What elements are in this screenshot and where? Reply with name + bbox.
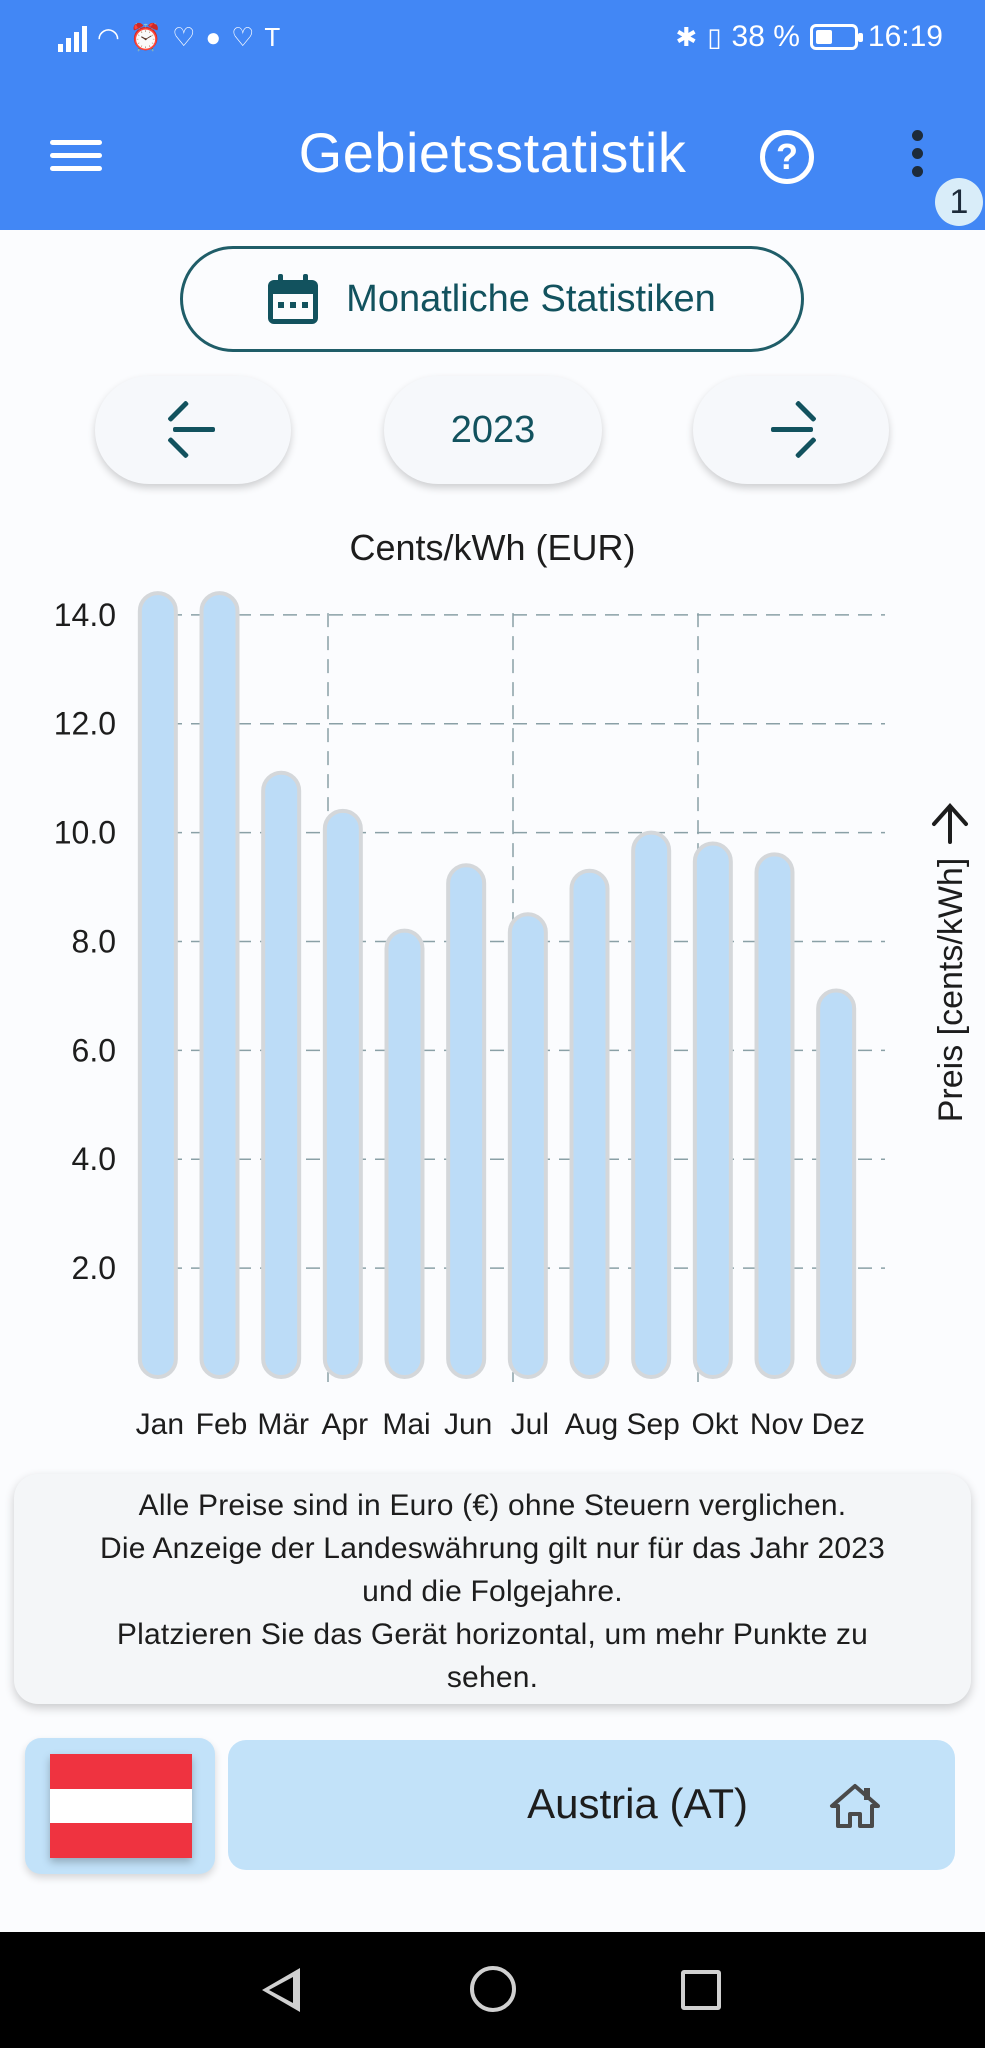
chart-title: Cents/kWh (EUR)	[349, 527, 636, 568]
chart-bars	[137, 591, 857, 1379]
y-tick-label: 4.0	[72, 1141, 116, 1177]
monthly-statistics-label: Monatliche Statistiken	[346, 277, 716, 320]
more-options-icon[interactable]	[906, 130, 930, 178]
help-icon[interactable]: ?	[760, 130, 814, 184]
x-tick-label: Mär	[257, 1408, 309, 1441]
x-tick-label: Jan	[136, 1408, 184, 1441]
x-tick-label: Aug	[565, 1408, 618, 1441]
price-bar-chart: 2.0 4.0 6.0 8.0 10.0 12.0 14.0 Jan Feb Mär Apr Mai…	[54, 591, 970, 1441]
chart-y-axis-label-group: Preis [cents/kWh]	[932, 802, 970, 1123]
bar	[261, 770, 302, 1379]
recent-apps-icon[interactable]	[681, 1970, 721, 2010]
next-year-button[interactable]	[693, 376, 889, 484]
arrow-left-icon	[167, 400, 217, 459]
monthly-statistics-button[interactable]: Monatliche Statistiken	[180, 246, 804, 352]
chart-x-ticks: Jan Feb Mär Apr Mai Jun Jul Aug Sep Okt Nov Dez	[136, 1408, 865, 1441]
bluetooth-icon: ✱	[675, 22, 698, 52]
x-tick-label: Sep	[626, 1408, 679, 1441]
year-selector[interactable]: 2023	[384, 376, 602, 484]
x-tick-label: Dez	[811, 1408, 864, 1441]
info-note: Alle Preise sind in Euro (€) ohne Steuer…	[14, 1474, 971, 1704]
status-bar: ◠ ⏰ ♡ ● ♡ T ✱ ▯ 38 % 16:19	[0, 0, 985, 80]
y-tick-label: 6.0	[72, 1032, 116, 1068]
calendar-icon	[268, 274, 319, 324]
bar	[692, 841, 733, 1379]
note-line: Platzieren Sie das Gerät horizontal, um …	[116, 1618, 869, 1651]
system-navigation-bar	[0, 1932, 985, 2048]
y-axis-label: Preis [cents/kWh]	[932, 858, 970, 1123]
x-tick-label: Apr	[321, 1408, 368, 1441]
country-flag-button[interactable]	[25, 1738, 215, 1874]
notification-badge: 1	[935, 178, 983, 226]
app-notification-icon-2: ♡	[231, 22, 255, 52]
back-icon[interactable]	[262, 1968, 300, 2012]
country-selector[interactable]: Austria (AT)	[228, 1740, 955, 1870]
note-line: Alle Preise sind in Euro (€) ohne Steuer…	[138, 1489, 847, 1522]
austria-flag-icon	[50, 1754, 192, 1858]
y-axis-arrow-icon	[932, 802, 968, 844]
x-tick-label: Mai	[382, 1408, 430, 1441]
bar	[631, 830, 672, 1379]
y-tick-label: 14.0	[54, 597, 116, 633]
x-tick-label: Okt	[691, 1408, 738, 1441]
bar	[384, 928, 425, 1379]
x-tick-label: Feb	[196, 1408, 248, 1441]
clock: 16:19	[867, 20, 943, 53]
bar	[754, 852, 795, 1379]
note-line: sehen.	[446, 1661, 539, 1694]
y-tick-label: 12.0	[54, 706, 116, 742]
chart-y-ticks: 2.0 4.0 6.0 8.0 10.0 12.0 14.0	[54, 597, 116, 1286]
note-line: Die Anzeige der Landeswährung gilt nur f…	[99, 1532, 886, 1565]
bar	[507, 912, 548, 1379]
bar	[199, 591, 240, 1379]
home-circle-icon[interactable]	[470, 1966, 516, 2012]
arrow-right-icon	[767, 400, 817, 459]
y-tick-label: 10.0	[54, 815, 116, 851]
note-line: und die Folgejahre.	[362, 1575, 623, 1608]
country-name: Austria (AT)	[527, 1780, 748, 1827]
bar	[816, 988, 857, 1379]
x-tick-label: Nov	[750, 1408, 803, 1441]
page-title: Gebietsstatistik	[298, 121, 687, 184]
chat-bubble-icon: ●	[205, 22, 222, 52]
battery-icon	[809, 24, 863, 50]
carrier-icon: T	[264, 22, 281, 52]
x-tick-label: Jul	[511, 1408, 549, 1441]
wifi-icon: ◠	[97, 22, 120, 52]
y-tick-label: 8.0	[72, 923, 116, 959]
vibrate-icon: ▯	[707, 22, 722, 52]
x-tick-label: Jun	[444, 1408, 492, 1441]
bar	[322, 808, 363, 1379]
battery-percent: 38 %	[731, 20, 800, 53]
bar	[446, 863, 487, 1379]
bar	[569, 868, 610, 1379]
signal-icon	[58, 24, 87, 52]
previous-year-button[interactable]	[95, 376, 291, 484]
menu-icon[interactable]	[50, 140, 102, 172]
y-tick-label: 2.0	[72, 1250, 116, 1286]
bar	[137, 591, 178, 1379]
top-bar: ◠ ⏰ ♡ ● ♡ T ✱ ▯ 38 % 16:19 Gebietsstatis…	[0, 0, 985, 230]
home-icon[interactable]	[828, 1782, 882, 1830]
alarm-icon: ⏰	[129, 22, 163, 52]
app-notification-icon: ♡	[172, 22, 196, 52]
